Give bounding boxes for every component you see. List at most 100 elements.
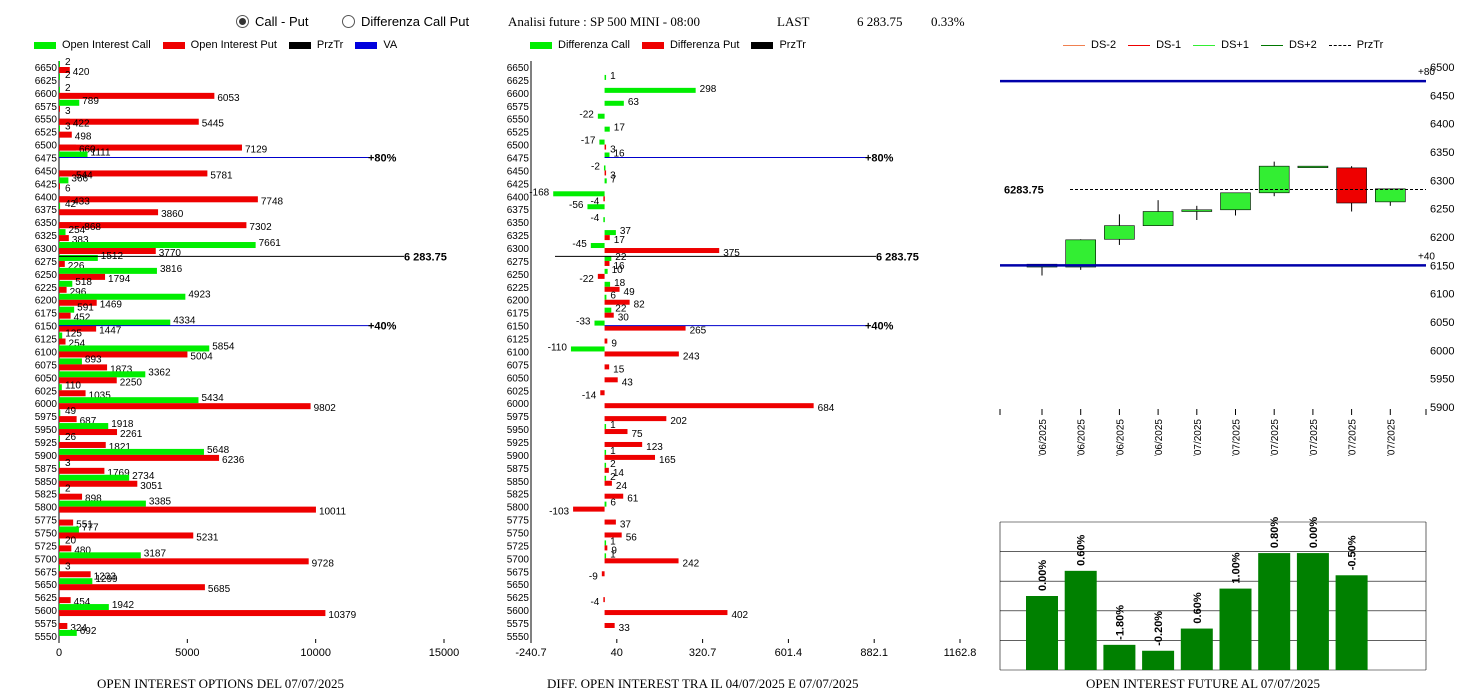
diff-put-value: 165 (659, 455, 676, 466)
call-bar (59, 280, 73, 287)
diff-call-value: 17 (614, 123, 626, 134)
va-line-label: +40% (865, 321, 894, 333)
legend-swatch (751, 41, 774, 49)
x-tick-label: 15000 (429, 647, 460, 659)
diff-call-bar (604, 100, 624, 106)
call-bar (59, 410, 61, 417)
strike-label: 6525 (507, 128, 530, 139)
diff-call-value: 37 (620, 226, 632, 237)
legend-oi: Open Interest Call Open Interest Put PrzTr… (34, 38, 409, 52)
put-value-label: 454 (74, 597, 91, 608)
strike-label: 5950 (35, 425, 58, 436)
strike-label: 5600 (507, 606, 530, 617)
y-tick-label: 5900 (1430, 402, 1454, 414)
call-value-label: 42 (65, 199, 77, 210)
strike-label: 6000 (507, 399, 530, 410)
future-oi-label: 0.80% (1269, 517, 1281, 548)
legend-swatch (1063, 44, 1085, 46)
put-bar (59, 273, 106, 280)
future-oi-bar (1180, 628, 1213, 670)
call-bar (59, 267, 157, 274)
put-bar (59, 441, 106, 448)
y-tick-label: 6000 (1430, 345, 1454, 357)
diff-put-bar (604, 325, 686, 331)
call-bar (59, 177, 69, 184)
x-tick-label: -240.7 (515, 647, 546, 659)
legend-label: Differenza Call (558, 39, 630, 51)
call-value-label: 3 (65, 458, 71, 469)
strike-label: 6450 (507, 166, 530, 177)
diff-put-value: 243 (683, 351, 700, 362)
call-bar (59, 345, 210, 352)
strike-label: 6150 (507, 322, 530, 333)
diff-put-bar (604, 441, 643, 447)
put-bar (59, 571, 91, 578)
diff-put-value: 82 (634, 300, 646, 311)
put-value-label: 3051 (140, 481, 163, 492)
call-value-label: 366 (71, 173, 88, 184)
candle-body (1297, 165, 1329, 168)
diff-put-value: -4 (590, 597, 599, 608)
diff-put-bar (604, 170, 607, 176)
put-bar (59, 416, 77, 423)
diff-call-value: 1 (610, 549, 616, 560)
radio-call-put[interactable]: Call - Put (236, 14, 308, 29)
diff-put-bar (604, 299, 630, 305)
diff-put-value: -103 (549, 507, 569, 518)
diff-call-bar (604, 475, 607, 481)
candle-body (1181, 209, 1213, 212)
strike-label: 5775 (507, 516, 530, 527)
put-value-label: 296 (70, 287, 87, 298)
strike-label: 5550 (507, 632, 530, 643)
x-tick-label: 1162.8 (944, 647, 977, 659)
call-value-label: 893 (85, 354, 102, 365)
call-value-label: 3 (65, 561, 71, 572)
put-bar (59, 390, 86, 397)
put-value-label: 422 (73, 119, 90, 130)
strike-label: 5875 (35, 464, 58, 475)
diff-put-value: 402 (731, 610, 748, 621)
put-bar (59, 248, 156, 255)
candle-body (1336, 167, 1367, 204)
put-value-label: 3 (65, 106, 71, 117)
put-bar (59, 92, 215, 99)
put-value-label: 1035 (89, 390, 112, 401)
call-bar (59, 500, 146, 507)
future-oi-bar (1258, 553, 1291, 670)
strike-label: 6600 (35, 89, 58, 100)
call-bar (59, 552, 141, 559)
diff-call-bar (603, 165, 606, 171)
call-bar (59, 423, 109, 430)
legend-swatch (1193, 44, 1216, 46)
strike-label: 6175 (507, 309, 530, 320)
call-value-label: 110 (65, 380, 81, 391)
diff-put-bar (604, 364, 610, 370)
call-value-label: 2 (65, 83, 71, 94)
call-bar (59, 332, 63, 339)
date-label: 07/07/2025 (1348, 419, 1359, 456)
diff-call-value: -45 (572, 239, 587, 250)
put-bar (59, 351, 188, 358)
put-bar (59, 260, 65, 267)
call-value-label: 3816 (160, 264, 183, 275)
call-value-label: 591 (77, 303, 94, 314)
diff-put-value: 33 (619, 623, 631, 634)
diff-call-bar (594, 320, 605, 326)
diff-put-value: 242 (683, 558, 700, 569)
strike-label: 6275 (507, 257, 530, 268)
call-bar (59, 526, 79, 533)
put-value-label: 9728 (312, 558, 335, 569)
va-line-label: +80% (368, 153, 397, 165)
strike-label: 6425 (507, 179, 530, 190)
call-value-label: 7661 (259, 238, 282, 249)
date-label: 08/07/2025 (1386, 419, 1397, 456)
legend-label: PrzTr (316, 39, 344, 51)
radio-differenza[interactable]: Differenza Call Put (342, 14, 469, 29)
call-bar (59, 578, 93, 585)
diff-call-value: 6 (610, 291, 616, 302)
put-value-label: 551 (76, 520, 93, 531)
put-bar (59, 545, 72, 552)
diff-put-value: 9 (611, 545, 617, 556)
legend-label: DS-2 (1091, 39, 1117, 51)
future-oi-label: -0.50% (1347, 535, 1359, 570)
